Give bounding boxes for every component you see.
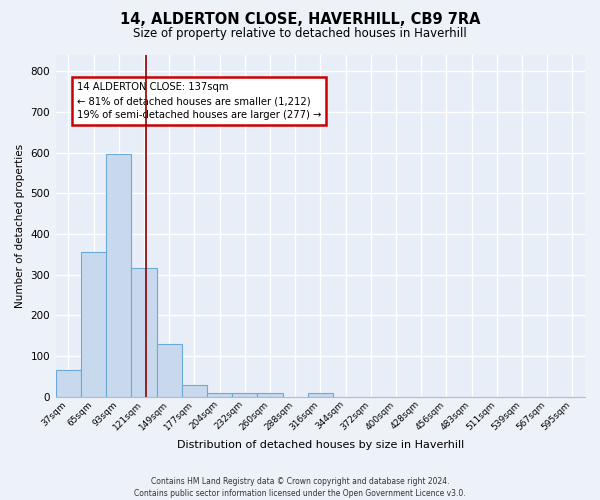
Bar (182, 386, 207, 397)
Bar (257, 392, 283, 397)
Bar (308, 392, 333, 397)
Text: 14 ALDERTON CLOSE: 137sqm
← 81% of detached houses are smaller (1,212)
19% of se: 14 ALDERTON CLOSE: 137sqm ← 81% of detac… (77, 82, 321, 120)
Bar (56, 370, 81, 397)
Bar (81, 252, 106, 397)
Text: Size of property relative to detached houses in Haverhill: Size of property relative to detached ho… (133, 28, 467, 40)
X-axis label: Distribution of detached houses by size in Haverhill: Distribution of detached houses by size … (177, 440, 464, 450)
Bar (207, 392, 232, 397)
Bar (232, 392, 257, 397)
Y-axis label: Number of detached properties: Number of detached properties (15, 144, 25, 308)
Text: Contains HM Land Registry data © Crown copyright and database right 2024.
Contai: Contains HM Land Registry data © Crown c… (134, 476, 466, 498)
Bar (106, 154, 131, 397)
Text: 14, ALDERTON CLOSE, HAVERHILL, CB9 7RA: 14, ALDERTON CLOSE, HAVERHILL, CB9 7RA (120, 12, 480, 28)
Bar (157, 344, 182, 397)
Bar (131, 268, 157, 397)
